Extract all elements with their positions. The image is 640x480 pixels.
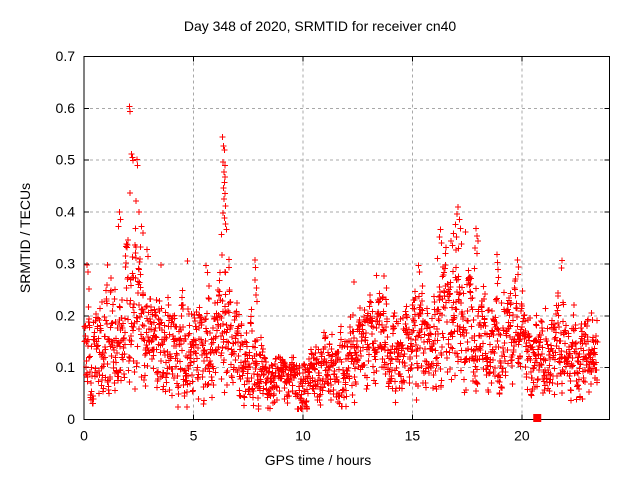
y-tick-label: 0.2	[56, 307, 76, 323]
y-tick-label: 0.4	[56, 204, 76, 220]
y-tick-label: 0.7	[56, 48, 76, 64]
chart-title: Day 348 of 2020, SRMTID for receiver cn4…	[184, 18, 457, 34]
gridlines	[84, 56, 610, 420]
plot-border	[83, 56, 610, 420]
y-tick-label: 0.1	[56, 359, 76, 375]
y-tick-label: 0.3	[56, 255, 76, 271]
plot-frame	[83, 56, 610, 420]
x-tick-label: 10	[295, 428, 311, 444]
data-points	[81, 103, 601, 422]
srmtid-point-markers	[81, 103, 601, 412]
zero-value-square-marker	[533, 414, 542, 422]
x-tick-label: 20	[514, 428, 530, 444]
y-tick-label: 0.6	[56, 100, 76, 116]
x-tick-label: 5	[190, 428, 198, 444]
tick-labels: 0 5 10 15 20 0 0.1 0.2 0.3 0.4 0.5 0.6 0.7	[56, 48, 530, 444]
x-tick-label: 0	[80, 428, 88, 444]
x-axis-label: GPS time / hours	[265, 452, 372, 468]
y-axis-label: SRMTID / TECUs	[17, 183, 33, 293]
y-tick-label: 0.5	[56, 152, 76, 168]
x-tick-label: 15	[405, 428, 421, 444]
y-tick-label: 0	[67, 411, 75, 427]
